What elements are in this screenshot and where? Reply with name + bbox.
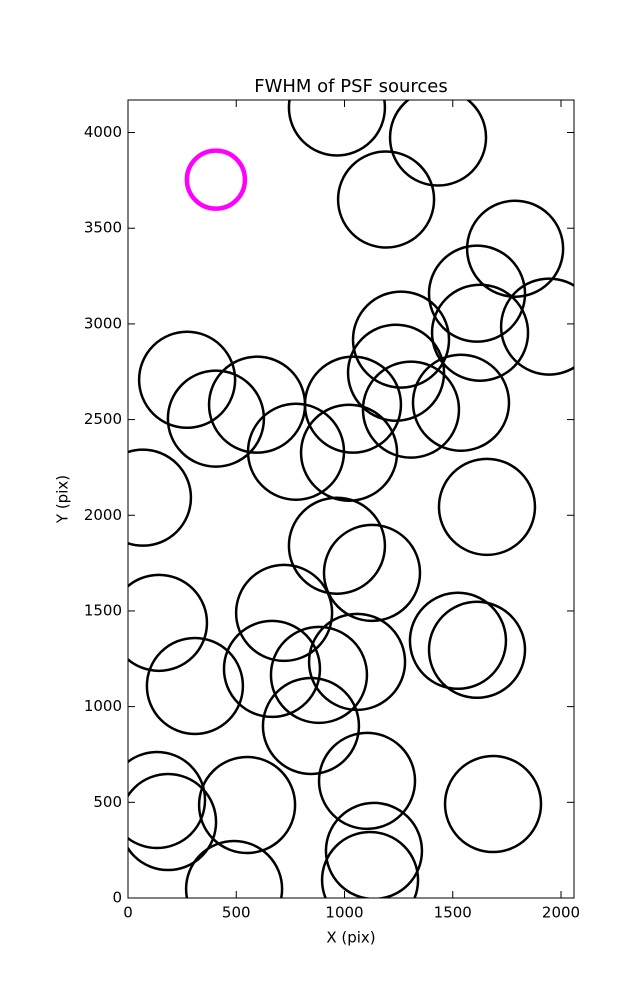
axes-frame — [127, 99, 575, 899]
source-marker — [128, 750, 207, 850]
source-marker — [317, 731, 417, 831]
plot-area — [128, 100, 574, 898]
chart-title: FWHM of PSF sources — [254, 76, 448, 97]
source-marker — [427, 600, 527, 700]
source-marker — [197, 755, 297, 855]
y-tick-label: 1000 — [84, 697, 122, 715]
source-marker — [234, 563, 334, 663]
source-marker — [287, 496, 387, 595]
source-marker — [184, 148, 248, 211]
y-tick-label: 0 — [112, 889, 122, 907]
source-marker — [269, 625, 369, 725]
y-tick-label: 3500 — [84, 219, 122, 237]
x-tick-label: 0 — [123, 904, 133, 922]
y-axis-label: Y (pix) — [54, 475, 72, 524]
source-marker — [324, 801, 424, 898]
source-marker — [346, 323, 446, 422]
x-tick-label: 500 — [222, 904, 251, 922]
source-marker — [499, 277, 574, 376]
source-marker — [166, 369, 266, 468]
source-marker — [361, 360, 461, 459]
source-marker — [336, 150, 436, 249]
source-marker — [261, 676, 361, 776]
source-marker — [145, 636, 245, 736]
source-marker — [322, 523, 422, 623]
source-marker — [351, 290, 451, 389]
source-marker — [184, 839, 284, 898]
source-marker — [443, 754, 543, 854]
source-marker — [411, 353, 511, 452]
source-marker — [137, 330, 237, 430]
source-marker — [128, 573, 209, 673]
y-tick-label: 2000 — [84, 506, 122, 524]
source-marker — [307, 612, 407, 712]
x-tick-label: 1500 — [434, 904, 472, 922]
source-marker — [320, 830, 420, 898]
y-tick-label: 1500 — [84, 601, 122, 619]
y-tick-label: 2500 — [84, 410, 122, 428]
source-marker — [128, 772, 218, 872]
x-axis-label: X (pix) — [326, 929, 375, 947]
y-tick-label: 500 — [93, 793, 122, 811]
source-marker — [222, 619, 322, 719]
source-marker — [430, 283, 530, 382]
source-marker — [246, 402, 346, 501]
x-tick-label: 1000 — [325, 904, 363, 922]
source-marker — [437, 457, 537, 557]
y-tick-label: 3000 — [84, 314, 122, 332]
source-marker — [465, 199, 565, 298]
source-marker — [287, 100, 387, 157]
source-marker — [427, 244, 527, 343]
source-marker — [299, 403, 399, 502]
x-tick-label: 2000 — [542, 904, 580, 922]
source-marker — [388, 100, 488, 187]
source-marker — [408, 591, 508, 691]
y-tick-label: 4000 — [84, 123, 122, 141]
source-marker — [128, 448, 193, 547]
